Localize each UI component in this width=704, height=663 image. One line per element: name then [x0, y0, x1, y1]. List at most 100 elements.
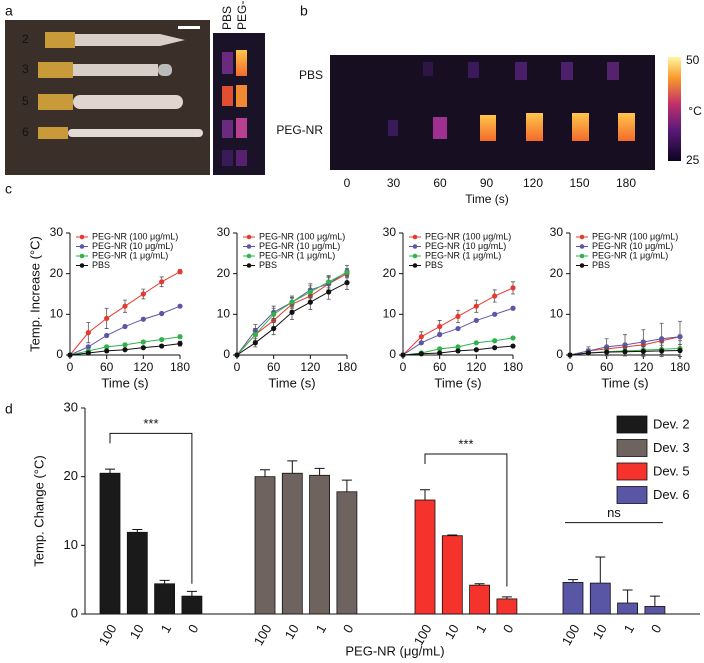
legend-label: PEG-NR (100 μg/mL): [259, 231, 345, 241]
x-tick-label: 10: [282, 622, 302, 642]
bar: [281, 472, 303, 615]
x-tick-label: 60: [267, 360, 281, 374]
x-tick-label: 120: [300, 360, 320, 374]
legend-label: PEG-NR (10 μg/mL): [592, 241, 673, 251]
y-tick-label: 10: [50, 307, 64, 321]
legend-label: PEG-NR (1 μg/mL): [592, 250, 668, 260]
error-bar: [341, 479, 352, 492]
legend-label: Dev. 3: [653, 440, 690, 455]
x-tick-label: 10: [127, 622, 147, 642]
point: [104, 332, 110, 339]
y-tick-label: 10: [550, 307, 564, 321]
bar: [126, 531, 148, 615]
point: [140, 291, 146, 297]
point: [677, 347, 683, 354]
point: [159, 279, 165, 285]
point: [159, 336, 165, 343]
point: [510, 335, 516, 341]
y-tick-label: 30: [50, 225, 64, 239]
point: [510, 305, 516, 311]
legend-label: PBS: [425, 260, 443, 270]
bar: [617, 602, 638, 615]
point: [271, 311, 277, 317]
point: [659, 336, 665, 342]
y-tick-label: 30: [383, 225, 397, 239]
point: [437, 332, 443, 338]
error-bar: [159, 579, 170, 584]
error-bar: [501, 596, 512, 599]
y-tick-label: 30: [217, 225, 231, 239]
point: [177, 269, 183, 275]
point: [510, 343, 516, 349]
bar: [181, 595, 203, 615]
significance-label: ns: [607, 505, 621, 520]
x-tick-label: 120: [466, 360, 486, 374]
legend-label: PEG-NR (100 μg/mL): [92, 231, 178, 241]
point: [585, 350, 591, 356]
point: [455, 348, 461, 354]
x-tick-label: 100: [96, 622, 120, 648]
legend-marker: [79, 253, 85, 259]
point: [400, 352, 406, 358]
legend-marker: [412, 263, 418, 268]
x-tick-label: 0: [500, 622, 517, 636]
point: [271, 325, 277, 332]
legend-label: Dev. 5: [653, 463, 690, 478]
x-tick-label: 120: [633, 360, 653, 374]
x-tick-label: 60: [433, 176, 447, 190]
significance-bracket: [109, 432, 193, 584]
x-tick-label: 180: [503, 360, 523, 374]
panel-label: a: [5, 3, 13, 19]
x-tick-label: 120: [133, 360, 153, 374]
point: [510, 285, 516, 291]
point: [234, 352, 240, 358]
x-axis-label: Time (s): [601, 375, 648, 390]
legend-marker: [246, 253, 252, 259]
static-labels: a b c d 2 3 5 6 PBS PEG-NR PBS PEG-NR Ti…: [5, 0, 702, 417]
x-tick-label: 0: [340, 622, 357, 636]
legend-marker: [246, 244, 252, 249]
bar: [589, 582, 611, 615]
point: [455, 325, 461, 332]
x-tick-label: 60: [100, 360, 114, 374]
x-tick-label: 1: [313, 622, 330, 636]
legend-swatch: [616, 439, 648, 457]
error-bar: [105, 468, 115, 474]
point: [159, 343, 165, 349]
x-tick-label: 10: [590, 622, 610, 642]
point: [344, 269, 350, 276]
error-bar: [287, 460, 298, 474]
legend-label: Dev. 2: [653, 416, 690, 431]
x-tick-label: 120: [523, 176, 543, 190]
bar: [441, 535, 463, 615]
point: [326, 279, 332, 285]
point: [473, 340, 479, 346]
point: [140, 345, 146, 351]
point: [473, 347, 479, 353]
x-tick-label: 0: [567, 360, 574, 374]
legend-label: PEG-NR (100 μg/mL): [425, 231, 511, 241]
x-tick-label: 100: [251, 622, 275, 648]
legend-label: PEG-NR (1 μg/mL): [425, 250, 501, 260]
error-bar: [314, 467, 325, 476]
x-tick-label: 30: [387, 176, 401, 190]
point: [104, 348, 110, 354]
bar: [644, 606, 666, 615]
column-label: PEG-NR: [235, 0, 249, 30]
point: [567, 352, 573, 358]
x-axis-label: Time (s): [101, 375, 148, 390]
point: [85, 344, 91, 350]
photo: [5, 20, 265, 175]
error-bar: [447, 534, 458, 536]
point: [622, 349, 628, 355]
bar: [562, 582, 584, 615]
panel-label: b: [300, 3, 308, 19]
y-axis-label: Temp. Change (°C): [31, 455, 46, 566]
legend-label: PBS: [92, 260, 110, 270]
legend-marker: [412, 234, 418, 240]
error-bar: [595, 556, 606, 584]
x-tick-label: 0: [400, 360, 407, 374]
legend-marker: [579, 244, 585, 249]
legend-label: PEG-NR (1 μg/mL): [92, 250, 168, 260]
point: [418, 334, 424, 340]
